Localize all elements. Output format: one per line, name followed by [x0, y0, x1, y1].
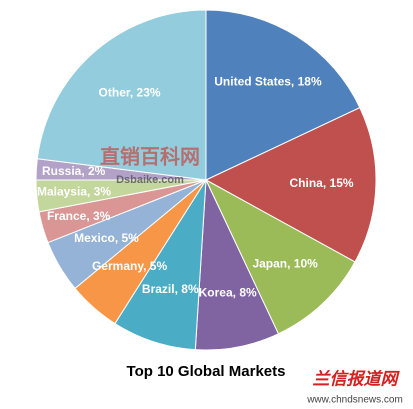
data-label: Korea, 8%: [199, 286, 257, 300]
slice: [204, 178, 356, 335]
chart-title: Top 10 Global Markets: [127, 363, 286, 380]
watermark-corner-url: www.chndsnews.com: [306, 395, 403, 406]
watermark-corner: 兰信报道网: [313, 369, 401, 388]
labels: United States, 18% China, 15% Japan, 10% Ko…: [37, 75, 354, 300]
data-label: Germany, 5%: [92, 259, 167, 273]
data-label: Mexico, 5%: [74, 231, 139, 245]
data-label: Malaysia, 3%: [37, 185, 111, 199]
data-label: United States, 18%: [214, 75, 322, 89]
watermark: 直销百科网: [100, 144, 200, 168]
data-label: France, 3%: [47, 209, 111, 223]
data-label: Russia, 2%: [42, 164, 106, 178]
watermark-url: Dsbaike.com: [116, 174, 184, 186]
slice: [36, 9, 207, 181]
data-label: Brazil, 8%: [142, 282, 199, 296]
data-label: China, 15%: [290, 176, 354, 190]
data-label: Japan, 10%: [252, 256, 318, 270]
slice: [204, 106, 377, 263]
pie: [35, 9, 377, 351]
data-label: Other, 23%: [99, 85, 161, 99]
slice: [205, 9, 361, 181]
